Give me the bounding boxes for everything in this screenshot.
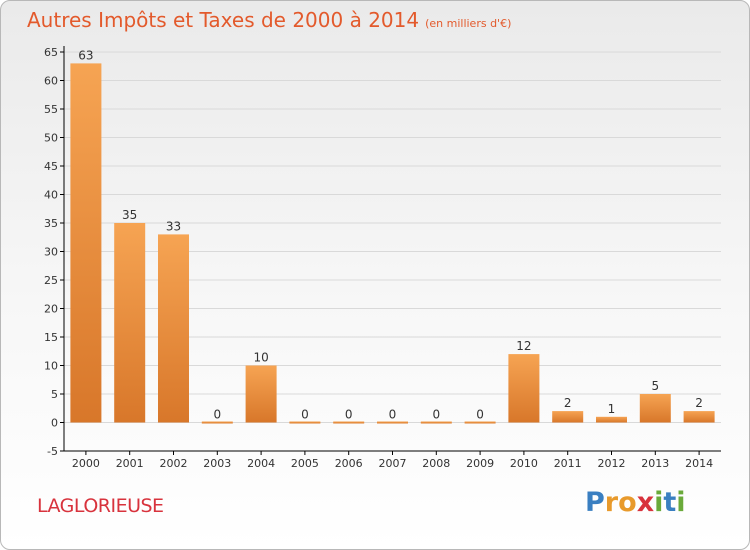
x-tick-label: 2008 — [422, 457, 450, 470]
data-label: 0 — [476, 408, 484, 422]
y-tick-label: 15 — [44, 331, 58, 344]
data-label: 0 — [432, 408, 440, 422]
bar — [596, 416, 627, 423]
data-label: 12 — [516, 339, 531, 353]
chart-subtitle: (en milliers d'€) — [425, 17, 512, 30]
y-tick-label: 25 — [44, 274, 58, 287]
bar — [333, 421, 365, 424]
y-tick-label: 60 — [44, 75, 58, 88]
y-tick-label: 50 — [44, 132, 58, 145]
data-label: 2 — [695, 396, 703, 410]
data-label: 0 — [301, 408, 309, 422]
bar — [508, 354, 540, 423]
bar — [289, 421, 321, 424]
data-label: 0 — [213, 408, 221, 422]
x-tick-label: 2006 — [335, 457, 363, 470]
data-label: 10 — [253, 351, 268, 365]
y-tick-label: 10 — [44, 360, 58, 373]
y-tick-label: 35 — [44, 217, 58, 230]
y-tick-label: 0 — [51, 417, 58, 430]
data-label: 1 — [608, 402, 616, 416]
x-tick-label: 2005 — [291, 457, 319, 470]
bar — [70, 63, 102, 423]
bar — [245, 365, 277, 423]
data-label: 63 — [78, 48, 93, 62]
x-tick-label: 2004 — [247, 457, 275, 470]
y-tick-label: 20 — [44, 303, 58, 316]
data-label: 5 — [651, 379, 659, 393]
bar — [377, 421, 408, 424]
data-label: 35 — [122, 208, 137, 222]
x-tick-label: 2007 — [379, 457, 407, 470]
logo-letter: o — [618, 487, 637, 518]
bar — [201, 421, 233, 424]
data-label: 0 — [345, 408, 353, 422]
y-tick-label: 5 — [51, 388, 58, 401]
y-tick-label: 40 — [44, 189, 58, 202]
chart-title-text: Autres Impôts et Taxes de 2000 à 2014 — [27, 8, 420, 32]
x-tick-label: 2014 — [685, 457, 713, 470]
y-tick-label: 55 — [44, 103, 58, 116]
bar — [114, 223, 146, 423]
x-tick-label: 2012 — [598, 457, 626, 470]
x-tick-label: 2013 — [641, 457, 669, 470]
logo-letter: i — [654, 487, 664, 518]
x-tick-label: 2000 — [72, 457, 100, 470]
bar — [464, 421, 496, 424]
y-tick-label: 45 — [44, 160, 58, 173]
proxiti-logo: Proxiti — [585, 487, 686, 518]
y-tick-label: 65 — [44, 46, 58, 59]
logo-letter: x — [636, 487, 655, 518]
x-tick-label: 2002 — [160, 457, 188, 470]
x-tick-label: 2003 — [203, 457, 231, 470]
data-label: 33 — [166, 219, 181, 233]
commune-name: LAGLORIEUSE — [37, 495, 164, 517]
logo-letter: r — [604, 487, 619, 518]
x-tick-label: 2009 — [466, 457, 494, 470]
bar — [683, 411, 715, 423]
x-tick-label: 2011 — [554, 457, 582, 470]
logo-letter: i — [676, 487, 686, 518]
data-label: 2 — [564, 396, 572, 410]
y-tick-label: 30 — [44, 246, 58, 259]
bar — [420, 421, 452, 424]
bar — [552, 411, 584, 423]
logo-letter: t — [663, 487, 677, 518]
data-label: 0 — [389, 408, 397, 422]
x-tick-label: 2001 — [116, 457, 144, 470]
logo-letter: P — [585, 487, 605, 518]
x-tick-label: 2010 — [510, 457, 538, 470]
bar — [158, 234, 189, 423]
bar — [639, 394, 671, 423]
y-tick-label: -5 — [47, 445, 58, 458]
chart-title: Autres Impôts et Taxes de 2000 à 2014 (en… — [27, 8, 511, 32]
